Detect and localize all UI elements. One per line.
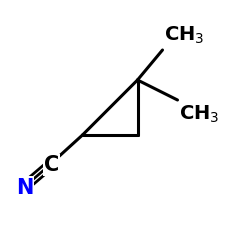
Text: N: N [16, 178, 33, 198]
Text: CH$_3$: CH$_3$ [179, 104, 219, 125]
Text: CH$_3$: CH$_3$ [164, 25, 204, 46]
Text: C: C [44, 155, 59, 175]
